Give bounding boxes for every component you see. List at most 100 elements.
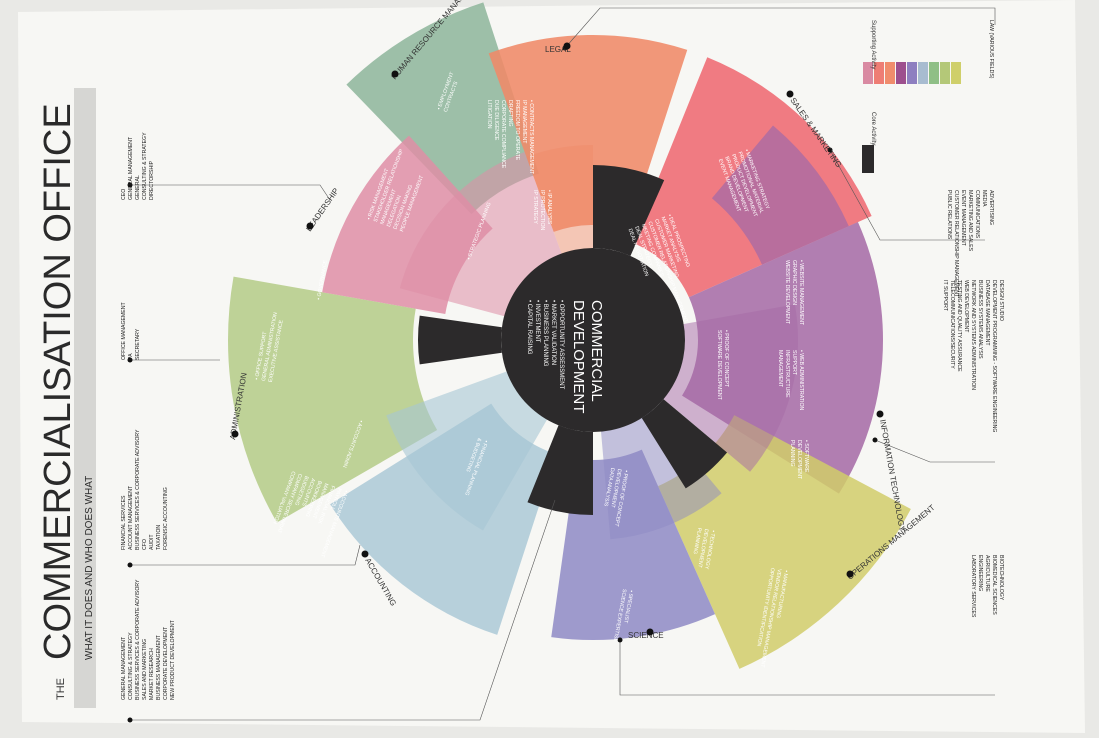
callout-line bbox=[130, 499, 556, 721]
wedge-item: • WEBSITE MANAGEMENT bbox=[798, 260, 804, 326]
callout-role: TESTING AND QUALITY ASSURANCE bbox=[956, 280, 962, 372]
wedge-item: • WEB ADMINISTRATION bbox=[798, 350, 804, 410]
sector-wedge-it bbox=[654, 304, 798, 472]
legend-supporting-label: Supporting Activity bbox=[870, 20, 876, 69]
callout-core_roles: GENERAL MANAGEMENT CONSULTING & STRATEGY B… bbox=[121, 579, 176, 700]
wedge-item: • IP ANALYSIS bbox=[546, 190, 552, 225]
legend-swatch bbox=[874, 62, 884, 84]
callout-role: MARKETING AND SALES bbox=[967, 190, 973, 252]
callout-dot bbox=[617, 637, 623, 643]
callout-role: DEVELOPMENT PROGRAMMING - SOFTWARE ENGIN… bbox=[991, 280, 997, 432]
legend-swatch bbox=[885, 62, 895, 84]
callout-role: MEDIA bbox=[981, 190, 987, 207]
callout-role: FINANCIAL SERVICES bbox=[121, 495, 127, 550]
legend-swatch bbox=[918, 62, 928, 84]
callout-role: DESIGN STUDIO bbox=[998, 280, 1004, 321]
sector-dot-it bbox=[876, 410, 884, 418]
legend-swatch bbox=[951, 62, 961, 84]
callout-role: AGRICULTURE bbox=[984, 555, 990, 592]
center-item: • INVESTMENT bbox=[534, 300, 540, 343]
sector-dot-legal bbox=[563, 42, 571, 50]
wedge-item: LITIGATION bbox=[486, 100, 492, 129]
callout-role: BUSINESS SYSTEMS ANALYSIS bbox=[977, 280, 983, 359]
callout-role: FORENSIC ACCOUNTING bbox=[163, 487, 169, 550]
callout-line bbox=[564, 7, 996, 49]
legend-swatch bbox=[940, 62, 950, 84]
center-block: COMMERCIAL DEVELOPMENT • OPPORTUNITY ASS… bbox=[526, 300, 605, 413]
callout-role: BIOTECHNOLOGY bbox=[998, 555, 1004, 601]
sector-wedge-accounting bbox=[386, 367, 553, 531]
wedge-item: CORPORATE COMPLIANCE bbox=[500, 100, 506, 169]
legend: Supporting Activity Core Activity bbox=[862, 20, 961, 173]
callout-role: CONSULTING & STRATEGY bbox=[142, 132, 148, 200]
callout-dot bbox=[827, 147, 833, 153]
sector-dot-ops bbox=[846, 570, 854, 578]
sectors-layer bbox=[227, 2, 911, 669]
wedge-item: • CONTRACTS MANAGEMENT bbox=[528, 100, 534, 175]
sector-dot-science bbox=[646, 628, 654, 636]
callout-role: AUDIT bbox=[149, 534, 155, 550]
center-item: • CAPITAL RAISING bbox=[526, 300, 532, 355]
sector-dot-sales bbox=[786, 90, 794, 98]
callout-role: IT SUPPORT bbox=[942, 280, 948, 312]
callout-role: COMMUNICATIONS bbox=[974, 190, 980, 239]
callout-role: PUBLIC RELATIONS bbox=[946, 190, 952, 240]
legend-swatches bbox=[863, 62, 961, 84]
callout-role: CONSULTING & STRATEGY bbox=[128, 632, 134, 700]
callout-line bbox=[829, 149, 985, 241]
wedge-item: DRAFTING bbox=[507, 100, 513, 127]
wedge-item: PLANNING bbox=[692, 527, 703, 554]
callout-role: CORPORATE DEVELOPMENT bbox=[163, 626, 169, 700]
wedge-item: SUPPORT bbox=[791, 350, 797, 376]
callout-sales_roles: ADVERTISINGMEDIACOMMUNICATIONSMARKETING … bbox=[946, 190, 994, 298]
center-title-line1: COMMERCIAL bbox=[588, 300, 605, 402]
wedge-item: FREEDOM TO OPERATE bbox=[514, 100, 520, 161]
center-title-line2: DEVELOPMENT bbox=[570, 300, 587, 413]
callout-role: SALES AND MARKETING bbox=[142, 639, 148, 700]
wedge-item: MANAGEMENT bbox=[777, 350, 783, 388]
callout-role: BUSINESS SERVICES & CORPORATE ADVISORY bbox=[135, 429, 141, 550]
wedge-item: IP MANAGEMENT bbox=[521, 100, 527, 144]
core-segment bbox=[593, 165, 665, 256]
center-items: • OPPORTUNITY ASSESSMENT• MARKET VALIDAT… bbox=[526, 300, 564, 390]
center-item: • MARKET VALIDATION bbox=[550, 300, 556, 365]
wedge-item: IP PROTECTION bbox=[539, 190, 545, 231]
callout-legal_roles: LAW (VARIOUS FIELDS) bbox=[988, 20, 994, 79]
title-prefix: THE bbox=[55, 678, 67, 700]
callout-role: BUSINESS MANAGEMENT bbox=[156, 634, 162, 700]
callout-role: NEW PRODUCT DEVELOPMENT bbox=[170, 619, 176, 700]
callout-role: GENERAL MANAGEMENT bbox=[121, 636, 127, 700]
role-callouts: CEO GENERAL MANAGEMENT GENERAL CONSULTING &… bbox=[121, 20, 1004, 700]
legend-core-label: Core Activity bbox=[870, 112, 876, 145]
callout-role: CEO bbox=[121, 189, 127, 200]
wedge-item: • PROOF OF CONCEPT bbox=[723, 330, 729, 388]
legend-swatch bbox=[907, 62, 917, 84]
callout-role: PA bbox=[128, 353, 134, 360]
callout-role: GENERAL bbox=[135, 175, 141, 200]
sector-dot-admin bbox=[231, 430, 239, 438]
callout-line bbox=[874, 439, 995, 463]
connectors-layer bbox=[127, 7, 996, 723]
sector-dot-leadership bbox=[306, 222, 314, 230]
callout-line bbox=[130, 184, 331, 201]
callout-accounting_roles: FINANCIAL SERVICES ACCOUNT MANAGEMENT BUSI… bbox=[121, 429, 169, 550]
callout-dot bbox=[127, 562, 133, 568]
sector-dot-accounting bbox=[361, 550, 369, 558]
page-subtitle: WHAT IT DOES AND WHO DOES WHAT bbox=[84, 476, 95, 660]
wedge-items-it: • WEB ADMINISTRATIONSUPPORTINFRASTRUCTUR… bbox=[777, 350, 804, 410]
core-segment bbox=[641, 399, 728, 489]
sector-label-legal: LEGAL bbox=[545, 45, 571, 54]
callout-dot bbox=[127, 182, 133, 188]
sector-wedge-admin bbox=[227, 276, 438, 523]
callout-role: EVENT MANAGEMENT bbox=[960, 190, 966, 247]
wedge-item: • SPECIALIST bbox=[622, 590, 634, 625]
core-ring-layer bbox=[418, 165, 728, 515]
core-segment bbox=[501, 248, 685, 432]
